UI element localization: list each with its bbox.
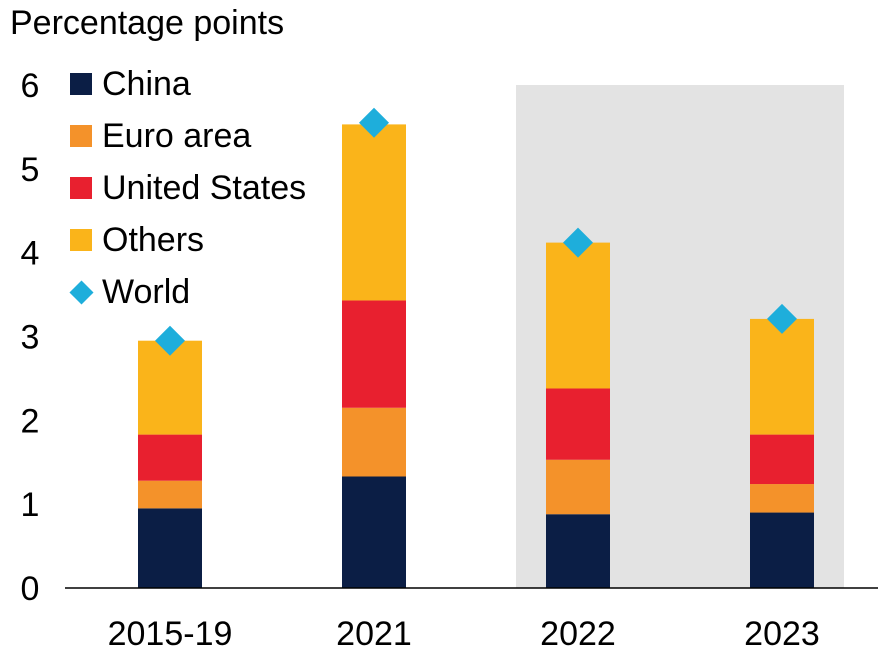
- legend-swatch-united-states: [70, 177, 92, 199]
- y-tick-label: 2: [21, 402, 40, 440]
- legend-label-euro-area: Euro area: [102, 116, 252, 155]
- world-marker-2021: [359, 107, 389, 138]
- x-tick-label: 2022: [540, 615, 616, 653]
- legend-item-china: China: [70, 58, 306, 110]
- legend-item-euro-area: Euro area: [70, 110, 306, 162]
- bar-united-states-2022: [546, 388, 610, 460]
- bar-others-2022: [546, 242, 610, 389]
- y-axis-title: Percentage points: [10, 4, 285, 42]
- legend-item-world: World: [69, 266, 306, 318]
- bar-china-2022: [546, 514, 610, 588]
- legend: China Euro area United States Others Wor…: [69, 58, 306, 318]
- legend-item-united-states: United States: [70, 162, 306, 214]
- bar-euro-area-2015-19: [138, 480, 202, 509]
- bar-china-2015-19: [138, 508, 202, 588]
- legend-label-united-states: United States: [102, 168, 307, 207]
- y-tick-label: 0: [21, 570, 40, 608]
- legend-item-others: Others: [70, 214, 306, 266]
- legend-label-china: China: [102, 64, 191, 103]
- bar-others-2015-19: [138, 340, 202, 435]
- bar-euro-area-2023: [750, 484, 814, 513]
- bar-china-2023: [750, 512, 814, 588]
- legend-swatch-others: [70, 229, 92, 251]
- bar-others-2021: [342, 124, 406, 301]
- bar-united-states-2021: [342, 300, 406, 408]
- y-tick-label: 1: [21, 486, 40, 524]
- bar-united-states-2015-19: [138, 434, 202, 481]
- legend-label-others: Others: [102, 220, 205, 259]
- y-tick-label: 6: [21, 67, 40, 105]
- bar-euro-area-2022: [546, 459, 610, 515]
- bar-china-2021: [342, 476, 406, 588]
- bar-others-2023: [750, 318, 814, 435]
- world-marker-2023: [767, 303, 797, 334]
- x-tick-label: 2015-19: [108, 615, 233, 653]
- x-tick-label: 2021: [336, 615, 412, 653]
- legend-swatch-china: [70, 73, 92, 95]
- bar-euro-area-2021: [342, 407, 406, 477]
- legend-swatch-euro-area: [70, 125, 92, 147]
- x-tick-label: 2023: [744, 615, 820, 653]
- world-marker-2015-19: [155, 325, 185, 356]
- legend-label-world: World: [102, 272, 191, 311]
- bar-united-states-2023: [750, 434, 814, 485]
- y-tick-label: 4: [21, 235, 40, 273]
- y-tick-label: 3: [21, 319, 40, 357]
- y-tick-label: 5: [21, 151, 40, 189]
- world-marker-2022: [563, 227, 593, 258]
